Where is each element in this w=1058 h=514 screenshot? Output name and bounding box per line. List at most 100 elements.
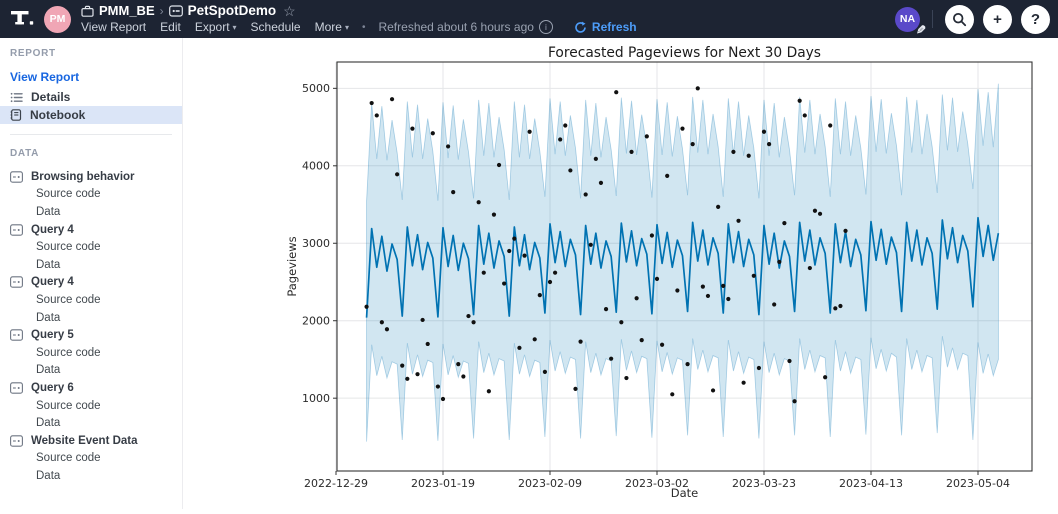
data-point [502, 281, 507, 286]
data-point [583, 192, 588, 197]
data-point [456, 362, 461, 367]
refresh-button[interactable]: Refresh [574, 20, 637, 34]
data-link[interactable]: Data [36, 258, 61, 271]
data-point [517, 345, 522, 350]
breadcrumb-workspace[interactable]: PMM_BE [99, 3, 155, 18]
data-point [440, 396, 446, 402]
refresh-icon [575, 21, 586, 33]
x-tick-label: 2022-12-29 [304, 477, 368, 490]
menu-item-view-report[interactable]: View Report [81, 19, 147, 34]
data-point [823, 375, 828, 380]
data-point [736, 218, 741, 223]
topbar-right: NA ✎ + ? [895, 4, 1050, 37]
actual-points [364, 86, 848, 404]
data-point [741, 380, 746, 385]
data-point [807, 265, 812, 271]
sidebar-item-details[interactable]: Details [0, 88, 182, 106]
data-point [782, 221, 787, 226]
data-point [726, 296, 731, 302]
data-point [761, 129, 767, 134]
help-button[interactable]: ? [1021, 4, 1050, 34]
source-code-link[interactable]: Source code [36, 293, 101, 306]
source-code-link[interactable]: Source code [36, 452, 101, 465]
notebook-output: 2022-12-29 2023-01-19 2023-02-09 2023-03-02… [285, 45, 1045, 509]
query-icon [10, 434, 23, 447]
data-point [395, 172, 400, 177]
data-section-header: DATA [10, 148, 40, 159]
data-source-browsing-behavior[interactable]: Browsing behavior [0, 168, 182, 186]
data-point [451, 190, 456, 195]
y-tick-label: 4000 [302, 160, 330, 173]
briefcase-icon [81, 5, 94, 18]
info-icon[interactable]: i [538, 20, 553, 34]
source-code-link[interactable]: Source code [36, 399, 101, 412]
data-link[interactable]: Data [36, 311, 61, 324]
data-source-website-event-data[interactable]: Website Event Data [0, 432, 182, 450]
topbar: PM PMM_BE › PetSpotDemo ☆ View Report Edi… [0, 0, 1058, 38]
refreshed-status: Refreshed about 6 hours ago i [378, 19, 553, 34]
menu-item-edit[interactable]: Edit [160, 19, 181, 34]
data-point [466, 313, 471, 319]
data-point [731, 149, 736, 154]
refreshed-text: Refreshed about 6 hours ago [378, 19, 534, 34]
data-point [527, 129, 532, 134]
mode-logo[interactable] [10, 8, 34, 30]
data-link[interactable]: Data [36, 205, 61, 218]
data-point [654, 276, 660, 281]
data-point [400, 363, 405, 368]
data-point [532, 337, 537, 342]
source-code-link[interactable]: Source code [36, 241, 101, 254]
menu-item-schedule[interactable]: Schedule [250, 19, 301, 34]
data-source-query-4[interactable]: Query 4 [0, 274, 182, 292]
data-point [787, 358, 792, 364]
data-point [700, 284, 705, 289]
data-source-query-5[interactable]: Query 5 [0, 326, 182, 344]
query-icon [10, 329, 23, 341]
data-point [777, 259, 782, 264]
plus-icon: + [993, 10, 1002, 28]
data-point [792, 399, 797, 404]
data-point [634, 296, 639, 301]
data-point [772, 302, 777, 307]
workspace-avatar[interactable]: PM [44, 5, 71, 33]
topbar-menu: View Report Edit Export ▾ Schedule More ▾ • Re… [81, 20, 637, 34]
separator-dot: • [361, 21, 366, 33]
data-link[interactable]: Data [36, 469, 61, 482]
y-tick-label: 1000 [302, 392, 330, 405]
star-icon[interactable]: ☆ [283, 3, 296, 19]
data-point [629, 149, 634, 154]
menu-item-export[interactable]: Export ▾ [194, 19, 237, 34]
data-source-query-6[interactable]: Query 6 [0, 379, 182, 397]
breadcrumb-report[interactable]: PetSpotDemo [187, 3, 277, 18]
query-icon [10, 223, 23, 236]
query-icon [10, 171, 23, 183]
user-avatar[interactable]: NA ✎ [895, 6, 926, 37]
data-point [833, 306, 838, 311]
data-source-label: Website Event Data [31, 434, 138, 447]
data-point [812, 208, 818, 213]
sidebar-item-label: Details [31, 90, 71, 104]
chart-title: Forecasted Pageviews for Next 30 Days [548, 45, 821, 61]
menu-item-more[interactable]: More ▾ [314, 19, 349, 34]
y-tick-label: 3000 [302, 237, 330, 250]
data-point [690, 142, 695, 147]
source-code-link[interactable]: Source code [36, 346, 101, 359]
data-link[interactable]: Data [36, 364, 61, 377]
search-button[interactable] [945, 4, 974, 34]
view-report-link[interactable]: View Report [10, 70, 80, 84]
sidebar-item-notebook[interactable]: Notebook [0, 106, 182, 124]
data-point [766, 142, 772, 147]
data-point [797, 98, 802, 103]
add-button[interactable]: + [983, 4, 1012, 34]
data-source-query-4[interactable]: Query 4 [0, 221, 182, 239]
data-point [420, 317, 425, 323]
data-source-label: Query 5 [31, 329, 74, 342]
notebook-icon [10, 109, 22, 121]
data-point [476, 200, 481, 205]
data-point [578, 339, 583, 344]
x-tick-label: 2023-02-09 [518, 477, 582, 490]
data-point [588, 242, 593, 247]
source-code-link[interactable]: Source code [36, 188, 101, 201]
data-source-list: Browsing behavior Source code Data Query 4 S… [0, 168, 182, 485]
data-link[interactable]: Data [36, 417, 61, 430]
